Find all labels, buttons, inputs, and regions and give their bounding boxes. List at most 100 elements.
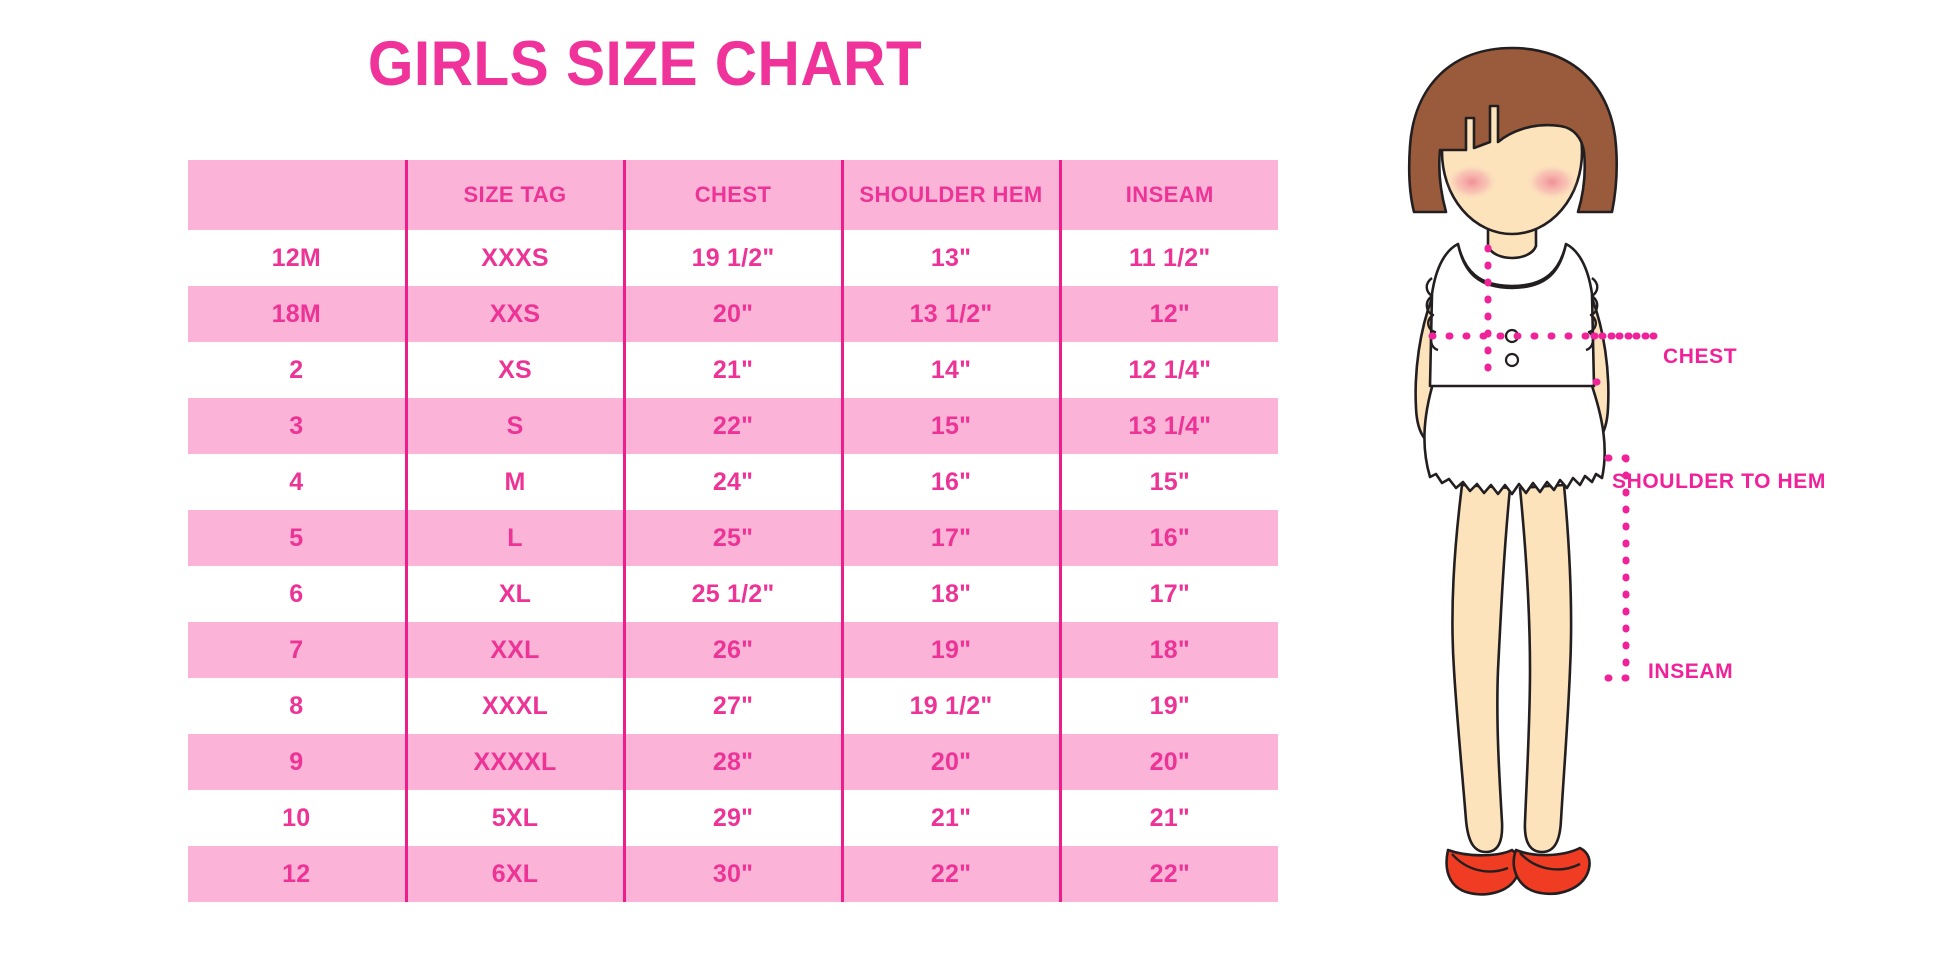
blush-right-icon: [1526, 164, 1578, 200]
cell-inseam: 13 1/4": [1058, 398, 1278, 454]
cell-size: 8: [188, 678, 406, 734]
blush-left-icon: [1446, 164, 1498, 200]
button-lower: [1504, 352, 1520, 368]
cell-chest: 30": [622, 846, 842, 902]
cell-chest: 28": [622, 734, 842, 790]
size-chart-table-wrapper: SIZE TAG CHEST SHOULDER HEM INSEAM 12M X…: [188, 160, 1278, 902]
cell-chest: 25": [622, 510, 842, 566]
neckline: [1456, 243, 1568, 290]
measurement-guides: [1428, 244, 1664, 386]
table-row: 2 XS 21" 14" 12 1/4": [188, 342, 1278, 398]
cell-size: 4: [188, 454, 406, 510]
shoe-right-icon: [1512, 846, 1591, 896]
cell-size: 7: [188, 622, 406, 678]
table-row: 3 S 22" 15" 13 1/4": [188, 398, 1278, 454]
table-row: 10 5XL 29" 21" 21": [188, 790, 1278, 846]
column-header-inseam: INSEAM: [1058, 160, 1278, 230]
cell-chest: 25 1/2": [622, 566, 842, 622]
cell-inseam: 18": [1058, 622, 1278, 678]
cell-chest: 24": [622, 454, 842, 510]
cell-shoulder-hem: 13 1/2": [840, 286, 1060, 342]
cell-size: 10: [188, 790, 406, 846]
table-row: 5 L 25" 17" 16": [188, 510, 1278, 566]
table-row: 8 XXXL 27" 19 1/2" 19": [188, 678, 1278, 734]
column-header-chest: CHEST: [622, 160, 842, 230]
cell-chest: 29": [622, 790, 842, 846]
size-chart-table: SIZE TAG CHEST SHOULDER HEM INSEAM 12M X…: [188, 160, 1278, 902]
cell-shoulder-hem: 22": [840, 846, 1060, 902]
cell-size: 3: [188, 398, 406, 454]
table-row: 6 XL 25 1/2" 18" 17": [188, 566, 1278, 622]
cell-inseam: 20": [1058, 734, 1278, 790]
cell-shoulder-hem: 20": [840, 734, 1060, 790]
cell-chest: 21": [622, 342, 842, 398]
table-body: 12M XXXS 19 1/2" 13" 11 1/2" 18M XXS 20"…: [188, 230, 1278, 902]
cell-size-tag: XS: [404, 342, 624, 398]
page-title: GIRLS SIZE CHART: [367, 29, 923, 99]
hair: [1407, 46, 1619, 214]
cell-inseam: 17": [1058, 566, 1278, 622]
cell-size: 12M: [188, 230, 406, 286]
callout-chest: CHEST: [1663, 345, 1738, 368]
cell-size: 9: [188, 734, 406, 790]
cell-shoulder-hem: 21": [840, 790, 1060, 846]
inseam-guide: [1604, 454, 1646, 682]
skirt: [1423, 378, 1606, 496]
cell-chest: 27": [622, 678, 842, 734]
cell-size-tag: XXXXL: [404, 734, 624, 790]
cell-inseam: 15": [1058, 454, 1278, 510]
cell-size-tag: XXXS: [404, 230, 624, 286]
cell-inseam: 12": [1058, 286, 1278, 342]
cell-size-tag: L: [404, 510, 624, 566]
cell-size-tag: XXL: [404, 622, 624, 678]
cell-inseam: 11 1/2": [1058, 230, 1278, 286]
girl-figure-illustration: [1370, 30, 1700, 910]
leg-left: [1451, 483, 1512, 854]
figure-body-group: [1407, 46, 1619, 896]
cell-size-tag: XL: [404, 566, 624, 622]
cell-size: 18M: [188, 286, 406, 342]
column-header-size: [188, 160, 406, 230]
column-header-shoulder-hem: SHOULDER HEM: [840, 160, 1060, 230]
table-row: 12 6XL 30" 22" 22": [188, 846, 1278, 902]
cell-chest: 19 1/2": [622, 230, 842, 286]
cell-chest: 20": [622, 286, 842, 342]
cell-size: 5: [188, 510, 406, 566]
table-header-row: SIZE TAG CHEST SHOULDER HEM INSEAM: [188, 160, 1278, 230]
cell-size-tag: 6XL: [404, 846, 624, 902]
cell-shoulder-hem: 13": [840, 230, 1060, 286]
cell-inseam: 22": [1058, 846, 1278, 902]
table-row: 9 XXXXL 28" 20" 20": [188, 734, 1278, 790]
cell-size-tag: M: [404, 454, 624, 510]
cell-shoulder-hem: 17": [840, 510, 1060, 566]
cell-size-tag: XXS: [404, 286, 624, 342]
cell-size-tag: XXXL: [404, 678, 624, 734]
cell-inseam: 12 1/4": [1058, 342, 1278, 398]
table-row: 4 M 24" 16" 15": [188, 454, 1278, 510]
table-row: 18M XXS 20" 13 1/2" 12": [188, 286, 1278, 342]
table-row: 12M XXXS 19 1/2" 13" 11 1/2": [188, 230, 1278, 286]
cell-inseam: 21": [1058, 790, 1278, 846]
cell-shoulder-hem: 19": [840, 622, 1060, 678]
cell-inseam: 19": [1058, 678, 1278, 734]
cell-chest: 22": [622, 398, 842, 454]
table-header: SIZE TAG CHEST SHOULDER HEM INSEAM: [188, 160, 1278, 230]
callout-inseam: INSEAM: [1648, 660, 1734, 683]
shoe-left-icon: [1445, 848, 1521, 896]
table-row: 7 XXL 26" 19" 18": [188, 622, 1278, 678]
cell-shoulder-hem: 18": [840, 566, 1060, 622]
cell-size-tag: 5XL: [404, 790, 624, 846]
callout-shoulder-to-hem: SHOULDER TO HEM: [1612, 470, 1826, 493]
cell-shoulder-hem: 19 1/2": [840, 678, 1060, 734]
column-header-size-tag: SIZE TAG: [404, 160, 624, 230]
cell-size: 12: [188, 846, 406, 902]
cell-shoulder-hem: 16": [840, 454, 1060, 510]
cell-size-tag: S: [404, 398, 624, 454]
cell-shoulder-hem: 14": [840, 342, 1060, 398]
leg-right: [1518, 483, 1573, 854]
cell-shoulder-hem: 15": [840, 398, 1060, 454]
cell-chest: 26": [622, 622, 842, 678]
cell-size: 2: [188, 342, 406, 398]
cell-inseam: 16": [1058, 510, 1278, 566]
